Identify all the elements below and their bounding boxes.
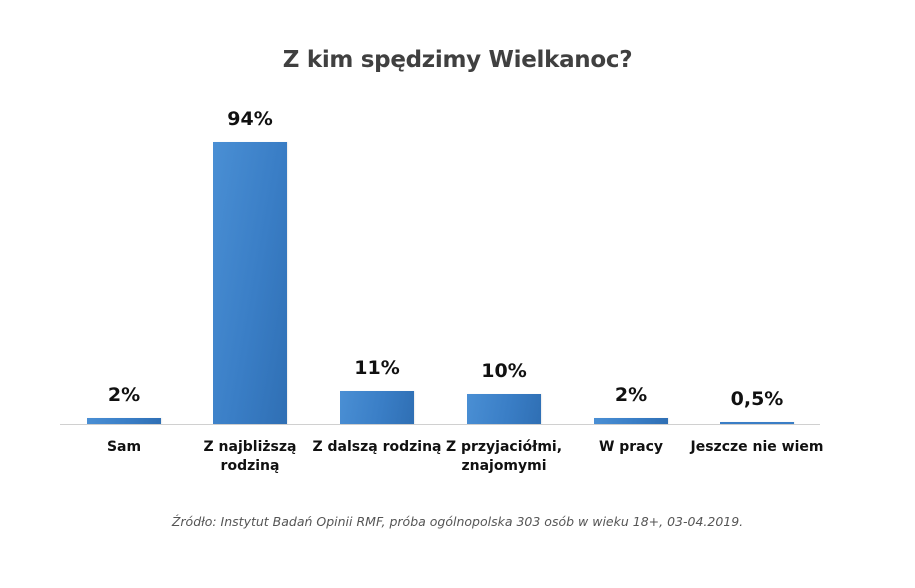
category-label: Z przyjaciółmi, znajomymi [434, 438, 574, 476]
bar-sam [87, 418, 161, 424]
value-label: 0,5% [730, 388, 784, 410]
category-label-line: znajomymi [461, 458, 547, 474]
bar-jeszcze-nie-wiem [720, 422, 794, 424]
value-label: 10% [481, 360, 527, 382]
category-label-line: Z dalszą rodziną [312, 439, 442, 455]
bar-z-dalsza-rodzina [340, 391, 414, 424]
bar-w-pracy [594, 418, 668, 424]
value-label: 2% [107, 384, 141, 406]
category-label-line: Jeszcze nie wiem [690, 439, 824, 455]
category-label: Z najbliższą rodziną [180, 438, 320, 476]
x-axis-line [60, 424, 820, 425]
category-label-line: Z najbliższą [203, 439, 297, 455]
category-label-line: rodziną [220, 458, 280, 474]
bar-z-przyjaciolmi [467, 394, 541, 424]
category-label: Sam [54, 438, 194, 457]
category-label-line: Sam [106, 439, 142, 455]
value-label: 11% [354, 357, 400, 379]
category-label: Z dalszą rodziną [307, 438, 447, 457]
category-label-line: Z przyjaciółmi, [445, 439, 563, 455]
bar-z-najblizsza-rodzina [213, 142, 287, 424]
category-label: Jeszcze nie wiem [687, 438, 827, 457]
value-label: 2% [614, 384, 648, 406]
category-label: W pracy [561, 438, 701, 457]
value-label: 94% [227, 108, 273, 130]
category-label-line: W pracy [598, 439, 664, 455]
chart-title: Z kim spędzimy Wielkanoc? [282, 47, 633, 73]
source-note: Źródło: Instytut Badań Opinii RMF, próba… [171, 514, 744, 529]
